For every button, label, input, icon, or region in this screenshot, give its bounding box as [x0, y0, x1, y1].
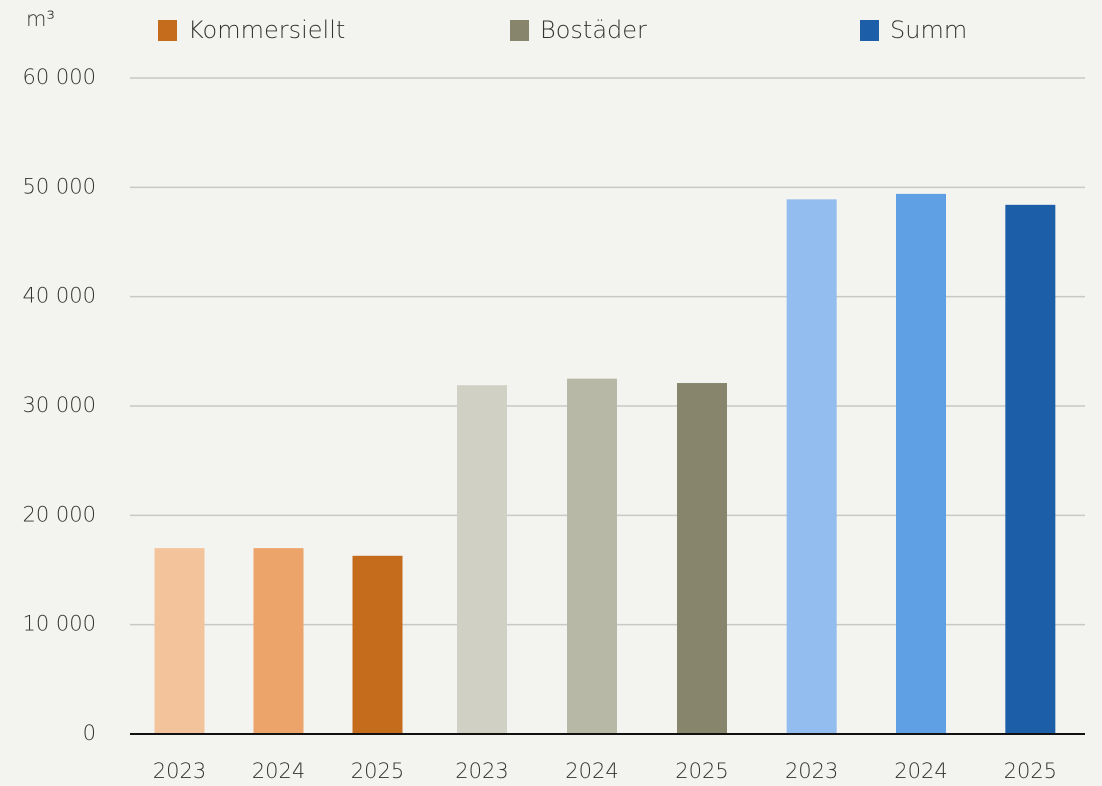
- bar: [253, 548, 304, 734]
- bar: [567, 378, 617, 734]
- x-tick-label: 2023: [153, 759, 206, 783]
- legend-swatch: [158, 20, 177, 41]
- x-tick-label: 2025: [351, 759, 404, 783]
- legend-label: Summ: [890, 16, 967, 44]
- y-axis-label: m³: [26, 7, 55, 31]
- legend-label: Kommersiellt: [188, 16, 345, 44]
- bar: [154, 548, 205, 734]
- bar: [896, 193, 946, 735]
- legend-label: Bostäder: [540, 16, 647, 44]
- x-tick-label: 2024: [565, 759, 618, 783]
- bar: [1005, 204, 1056, 734]
- bar: [786, 199, 837, 735]
- y-tick-label: 20 000: [23, 502, 96, 526]
- bar: [352, 555, 403, 734]
- bar: [457, 385, 507, 734]
- y-tick-label: 10 000: [23, 612, 96, 636]
- x-tick-label: 2023: [785, 759, 838, 783]
- bar: [677, 383, 727, 734]
- legend-swatch: [510, 20, 529, 41]
- x-tick-label: 2025: [675, 759, 728, 783]
- y-tick-label: 40 000: [23, 284, 96, 308]
- x-tick-label: 2024: [252, 759, 305, 783]
- x-tick-label: 2023: [455, 759, 508, 783]
- y-tick-label: 0: [83, 721, 96, 745]
- x-tick-label: 2025: [1004, 759, 1057, 783]
- x-tick-label: 2024: [894, 759, 947, 783]
- legend-swatch: [860, 20, 879, 41]
- y-tick-label: 30 000: [23, 393, 96, 417]
- y-tick-label: 60 000: [23, 65, 96, 89]
- y-tick-label: 50 000: [23, 174, 96, 198]
